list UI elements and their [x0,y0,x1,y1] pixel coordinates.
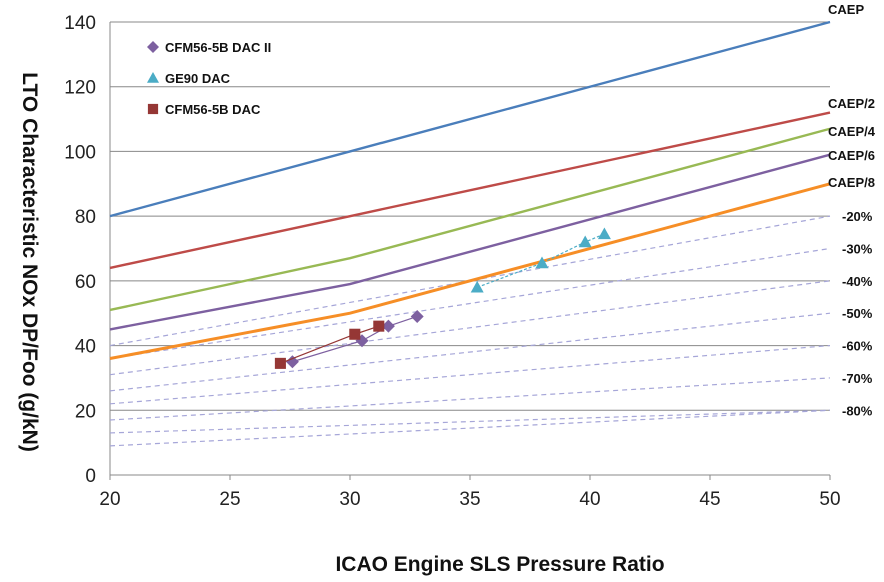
reduction-line [109,377,831,421]
y-tick-label: 20 [75,401,96,422]
caep-label: CAEP/6 [828,148,875,163]
caep-line [109,111,831,270]
reduction-line [109,409,831,447]
data-point-triangle [470,280,484,293]
reduction-line [109,409,831,434]
data-point-square [349,328,361,340]
line-labels: -20% -30% -40% -50% -60% -70% -80% CAEP CAEP/2 CA… [828,2,876,418]
data-point-triangle [535,256,549,269]
data-point-diamond [381,319,395,333]
x-tick-label: 45 [699,489,720,510]
reduction-line [109,215,831,347]
engine-series [274,227,611,369]
caep-standard-lines [109,20,831,360]
legend-label: CFM56-5B DAC II [165,40,271,55]
legend-label: CFM56-5B DAC [165,102,261,117]
reduction-label: -50% [842,306,873,321]
series-line [292,315,418,363]
x-tick-label: 30 [339,489,360,510]
y-tick-label: 60 [75,272,96,293]
data-point-square [147,103,159,115]
reduction-line [109,247,831,360]
y-axis-title: LTO Characteristic NOx DP/Foo (g/kN) [18,72,41,452]
plot-frame [109,22,830,476]
x-tick-label: 35 [459,489,480,510]
data-point-triangle [597,227,611,240]
reduction-lines [109,215,831,447]
x-tick-label: 40 [579,489,600,510]
reduction-label: -80% [842,403,873,418]
grid-lines [110,21,830,476]
legend-label: GE90 DAC [165,71,231,86]
data-point-diamond [147,41,159,53]
reduction-label: -60% [842,339,873,354]
reduction-line [109,344,831,405]
caep-line [109,20,831,218]
caep-line [109,182,831,360]
x-tick-label: 50 [819,489,840,510]
y-tick-label: 140 [64,13,96,34]
caep-label: CAEP/2 [828,96,875,111]
reduction-line [109,280,831,376]
data-point-triangle [147,72,159,83]
caep-label: CAEP [828,2,864,17]
x-tick-label: 25 [219,489,240,510]
data-point-triangle [578,235,592,248]
reduction-line [109,312,831,392]
reduction-label: -40% [842,274,873,289]
x-tick-label: 20 [99,489,120,510]
reduction-label: -20% [842,209,873,224]
legend: CFM56-5B DAC II GE90 DAC CFM56-5B DAC [147,40,271,117]
data-point-diamond [410,309,424,323]
data-point-square [274,357,286,369]
y-tick-label: 40 [75,337,96,358]
caep-label: CAEP/8 [828,175,875,190]
reduction-label: -30% [842,242,873,257]
y-tick-label: 80 [75,207,96,228]
caep-label: CAEP/4 [828,124,876,139]
caep-line [109,153,831,331]
caep-line [109,127,831,312]
series-line [476,233,605,288]
x-axis-title: ICAO Engine SLS Pressure Ratio [335,553,664,576]
data-point-square [373,320,385,332]
y-tick-label: 120 [64,78,96,99]
y-tick-label: 100 [64,142,96,163]
reduction-label: -70% [842,371,873,386]
data-point-diamond [285,355,299,369]
y-tick-label: 0 [85,466,96,487]
